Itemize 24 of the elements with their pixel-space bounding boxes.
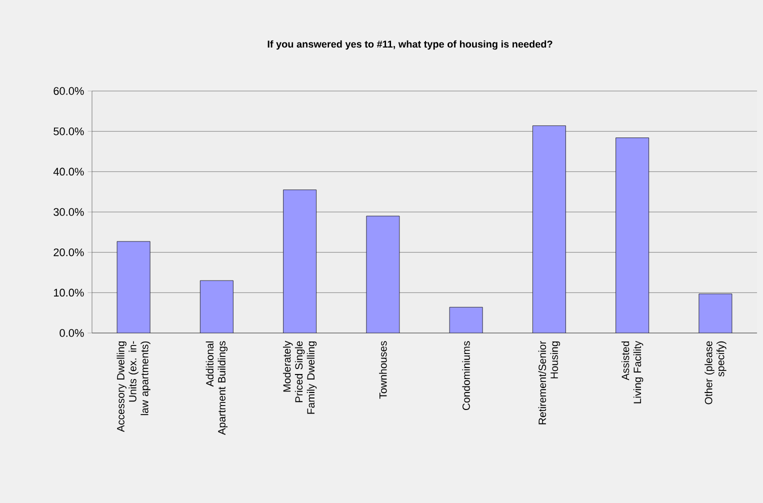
x-tick-label: Assisted Living Facility bbox=[621, 340, 644, 404]
y-tick-label: 0.0% bbox=[60, 329, 84, 337]
bar bbox=[449, 306, 483, 333]
bar bbox=[116, 241, 150, 333]
bar bbox=[698, 294, 732, 333]
bar bbox=[200, 280, 234, 333]
y-tick-label: 30.0% bbox=[54, 208, 84, 216]
y-tick-label: 50.0% bbox=[54, 127, 84, 136]
y-tick-label: 10.0% bbox=[54, 288, 84, 297]
bar bbox=[283, 190, 317, 333]
x-tick-label: Other (please specify) bbox=[704, 341, 726, 404]
x-tick-label: Townhouses bbox=[379, 341, 387, 399]
chart-title: If you answered yes to #11, what type of housing is needed? bbox=[268, 40, 552, 50]
x-tick-label: Moderately Priced Single Family Dwelling bbox=[282, 340, 317, 414]
y-tick-label: 60.0% bbox=[54, 87, 84, 95]
y-tick-label: 20.0% bbox=[54, 248, 84, 256]
x-tick-label: Retirement/Senior Housing bbox=[538, 340, 560, 424]
y-tick-label: 40.0% bbox=[53, 168, 84, 176]
bar bbox=[532, 125, 566, 333]
x-tick-label: Accessory Dwelling Units (ex. in-law apartments) bbox=[116, 341, 150, 432]
x-tick-label: Condominiums bbox=[462, 341, 470, 410]
x-tick-label: Additional Apartment Buildings bbox=[206, 341, 228, 435]
bar bbox=[616, 138, 650, 333]
bar bbox=[366, 216, 400, 333]
